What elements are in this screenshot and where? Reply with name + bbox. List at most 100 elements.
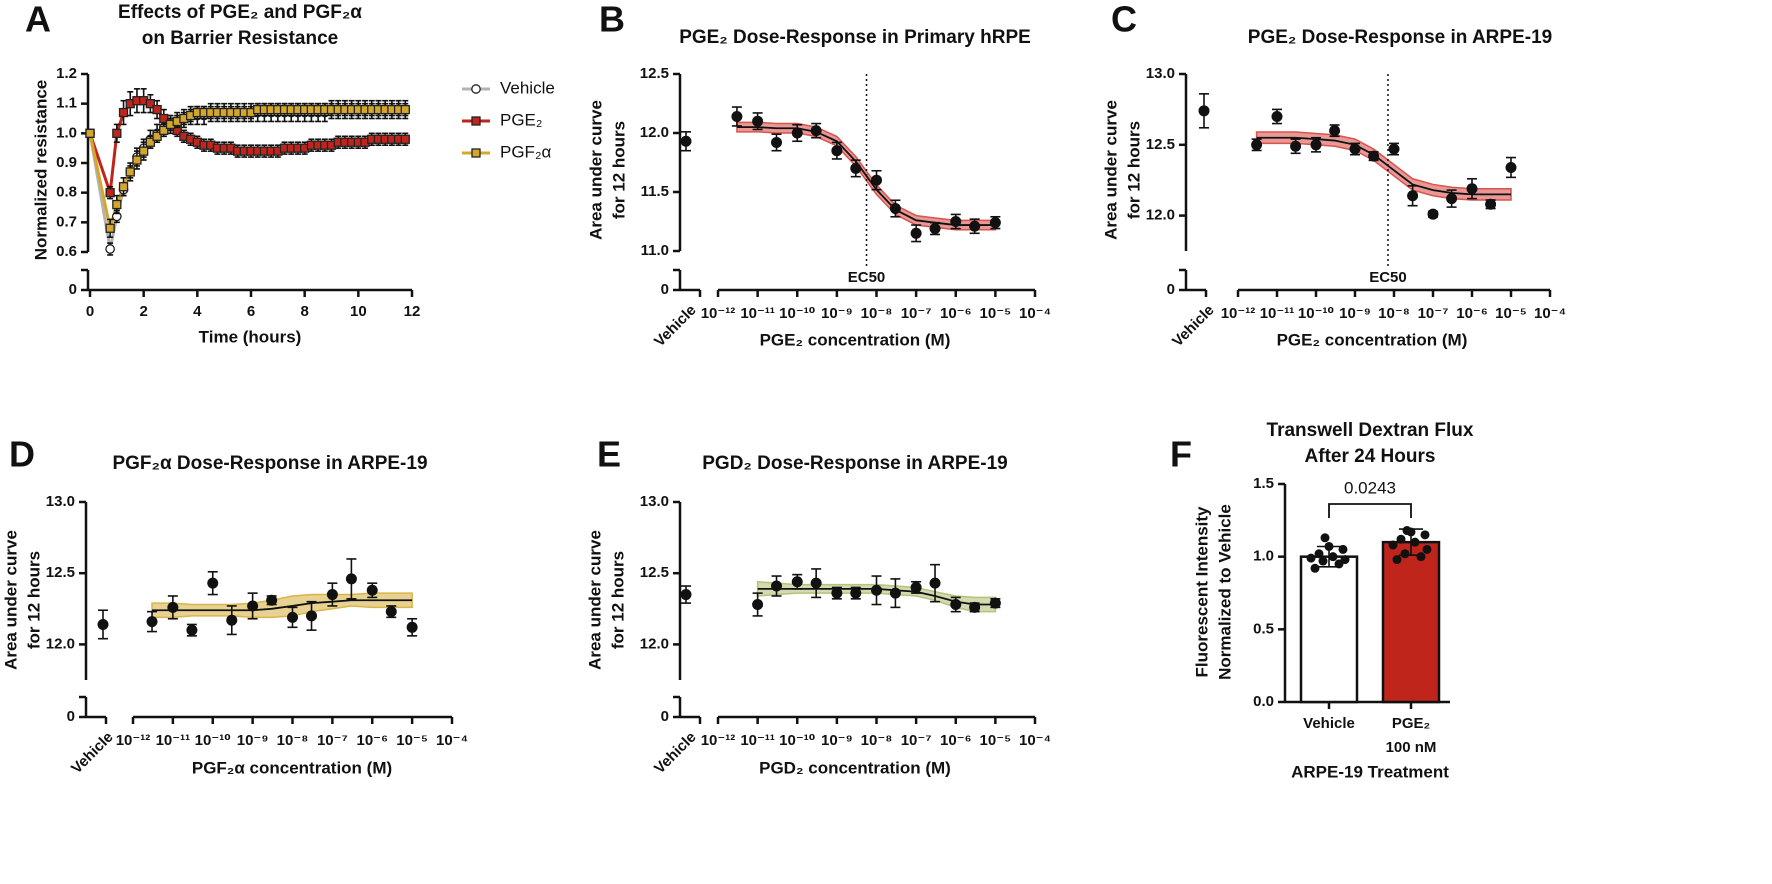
data-point xyxy=(929,223,941,235)
y-tick-label: 1.2 xyxy=(56,65,77,82)
x-tick-label: 12 xyxy=(404,303,421,320)
data-point xyxy=(266,594,278,606)
y-tick-label: 12.0 xyxy=(1146,207,1175,224)
marker xyxy=(152,104,162,115)
y-tick-label: 0 xyxy=(1167,281,1175,298)
legend-marker xyxy=(471,148,481,158)
data-point xyxy=(1340,555,1350,565)
x-tick-label: 10⁻⁴ xyxy=(1534,305,1566,322)
marker xyxy=(105,244,115,254)
x-tick-label: 10⁻⁹ xyxy=(1339,305,1371,322)
y-tick-label: 0.8 xyxy=(56,184,77,201)
x-tick-label: 10⁻⁴ xyxy=(1019,305,1051,322)
marker xyxy=(85,128,95,138)
data-point xyxy=(771,580,783,592)
chart-title: on Barrier Resistance xyxy=(142,28,338,49)
marker xyxy=(132,155,142,165)
x-tick-label: 10⁻⁷ xyxy=(317,732,348,749)
data-point xyxy=(831,587,843,599)
x-tick-label: 10⁻⁴ xyxy=(1019,732,1051,749)
data-point xyxy=(831,145,843,157)
data-point xyxy=(1328,552,1338,562)
data-point xyxy=(989,217,1001,229)
x-tick-label: 10⁻⁶ xyxy=(356,732,388,749)
data-point xyxy=(1485,198,1497,210)
data-point xyxy=(247,600,259,612)
chart-title: After 24 Hours xyxy=(1305,446,1436,467)
marker xyxy=(400,134,410,144)
vehicle-point xyxy=(680,135,692,147)
y-axis-label: Area under curve xyxy=(1101,100,1120,240)
data-point xyxy=(1349,143,1361,155)
y-axis-label: Area under curve xyxy=(1,530,20,670)
panel-letter: F xyxy=(1170,434,1192,475)
x-tick-label: 2 xyxy=(139,303,147,320)
legend-label: PGE₂ xyxy=(500,110,543,129)
data-point xyxy=(1271,110,1283,122)
marker xyxy=(139,146,149,156)
y-axis-label: for 12 hours xyxy=(1124,121,1143,219)
y-tick-label: 1.0 xyxy=(1253,548,1274,565)
y-tick-label: 11.5 xyxy=(641,183,669,200)
x-tick-label: 4 xyxy=(193,303,202,320)
x-tick-label: 10⁻⁵ xyxy=(396,732,428,749)
data-point xyxy=(146,616,158,628)
y-tick-label: 12.0 xyxy=(46,635,75,652)
y-tick-label: 13.0 xyxy=(640,493,669,510)
data-point xyxy=(950,216,962,227)
marker xyxy=(112,199,122,210)
data-point xyxy=(1310,139,1322,151)
data-point xyxy=(326,589,338,601)
x-tick-label: 10⁻⁷ xyxy=(901,732,932,749)
y-tick-label: 12.5 xyxy=(640,65,669,82)
x-tick-label: 10⁻⁶ xyxy=(940,305,972,322)
x-tick-label: 10⁻⁶ xyxy=(940,732,972,749)
data-point xyxy=(1392,555,1402,565)
x-tick-label: 10⁻⁷ xyxy=(901,305,932,322)
data-point xyxy=(1416,552,1426,562)
data-point xyxy=(889,587,901,599)
y-tick-label: 12.0 xyxy=(640,124,669,141)
x-tick-label: 10⁻¹² xyxy=(701,305,736,322)
x-axis-label: PGD₂ concentration (M) xyxy=(759,758,951,777)
x-tick-label: 10 xyxy=(350,303,367,320)
vehicle-point xyxy=(1198,105,1210,117)
data-point xyxy=(969,601,981,613)
data-point xyxy=(791,576,803,588)
data-point xyxy=(345,573,357,585)
data-point xyxy=(1290,140,1302,152)
y-axis-label: Area under curve xyxy=(585,530,604,670)
x-tick-label: 10⁻¹⁰ xyxy=(1298,305,1334,322)
legend-label: PGF₂α xyxy=(500,142,552,161)
marker xyxy=(159,125,169,136)
data-point xyxy=(186,624,198,636)
legend-marker xyxy=(471,84,481,94)
x-tick-label: 10⁻⁵ xyxy=(980,732,1012,749)
chart-title: PGE₂ Dose-Response in Primary hRPE xyxy=(679,27,1031,48)
panel-letter: B xyxy=(599,0,625,40)
x-tick-label: Vehicle xyxy=(1303,715,1355,732)
panel-letter: E xyxy=(597,434,621,475)
data-point xyxy=(950,599,962,611)
bar xyxy=(1381,540,1441,704)
data-point xyxy=(1306,553,1316,563)
data-point xyxy=(385,606,397,618)
data-point xyxy=(1314,549,1324,559)
x-tick-label: 10⁻⁸ xyxy=(1378,305,1410,322)
x-tick-label: 10⁻⁸ xyxy=(861,732,893,749)
y-tick-label: 0 xyxy=(661,708,669,725)
data-point xyxy=(771,136,783,148)
x-axis-label: Time (hours) xyxy=(199,327,302,346)
p-value: 0.0243 xyxy=(1344,478,1396,497)
chart-title: Transwell Dextran Flux xyxy=(1267,420,1474,441)
ec50-label: EC50 xyxy=(848,269,886,286)
x-tick-label: 10⁻⁵ xyxy=(980,305,1012,322)
data-point xyxy=(1505,161,1517,173)
x-tick-label: 10⁻⁹ xyxy=(821,732,853,749)
x-tick-label: 10⁻⁴ xyxy=(436,732,468,749)
y-axis-label: for 12 hours xyxy=(609,121,628,219)
bar xyxy=(1299,555,1359,704)
x-tick-label: 10⁻¹¹ xyxy=(740,305,775,322)
data-point xyxy=(1422,544,1432,554)
x-tick-label: 10⁻⁷ xyxy=(1418,305,1449,322)
